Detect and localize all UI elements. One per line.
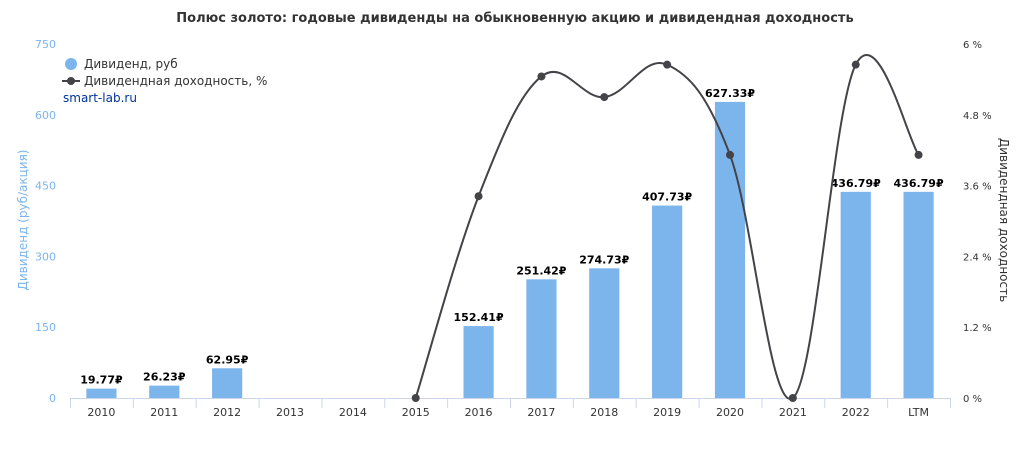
yield-point-2021[interactable] [788, 394, 797, 402]
x-tick-label: 2012 [213, 406, 241, 419]
bar-2018[interactable] [589, 268, 620, 398]
left-tick-label: 0 [49, 392, 56, 405]
bar-label-2010: 19.77₽ [80, 374, 123, 387]
yield-point-2015[interactable] [411, 394, 420, 402]
x-tick-label: 2019 [653, 406, 681, 419]
bar-label-2011: 26.23₽ [143, 371, 186, 384]
legend-label-yield: Дивидендная доходность, % [84, 74, 267, 88]
bar-2011[interactable] [149, 385, 180, 398]
left-axis: 0 150 300 450 600 750 [35, 38, 56, 405]
x-tick-label: 2014 [339, 406, 367, 419]
legend: Дивиденд, руб Дивидендная доходность, % [62, 57, 267, 88]
x-tick-label: 2010 [87, 406, 115, 419]
bar-2020[interactable] [714, 101, 746, 398]
x-tick-label: LTM [908, 406, 929, 419]
right-tick-label: 0 % [963, 394, 982, 405]
line-series [411, 54, 923, 402]
right-tick-label: 1.2 % [963, 323, 992, 334]
left-tick-label: 450 [35, 180, 56, 193]
legend-symbol-dividend [65, 58, 77, 70]
bar-series [86, 101, 934, 398]
legend-item-yield[interactable]: Дивидендная доходность, % [62, 74, 267, 88]
right-axis-title: Дивидендная доходность [997, 138, 1011, 302]
legend-symbol-yield [67, 77, 75, 85]
left-axis-title: Дивиденд (руб/акция) [16, 150, 30, 291]
left-tick-label: 750 [35, 38, 56, 51]
bar-2010[interactable] [86, 388, 117, 398]
right-axis: 0 % 1.2 % 2.4 % 3.6 % 4.8 % 6 % [963, 40, 992, 405]
yield-point-2016[interactable] [474, 192, 483, 201]
bar-label-2020: 627.33₽ [705, 87, 755, 100]
right-tick-label: 3.6 % [963, 182, 992, 193]
bar-LTM[interactable] [903, 191, 934, 398]
bar-label-2016: 152.41₽ [454, 311, 504, 324]
x-tick-label: 2013 [276, 406, 304, 419]
left-tick-label: 150 [35, 321, 56, 334]
bar-label-LTM: 436.79₽ [894, 177, 944, 190]
right-tick-label: 6 % [963, 40, 982, 51]
right-tick-label: 2.4 % [963, 252, 992, 263]
legend-label-dividend: Дивиденд, руб [84, 57, 178, 71]
x-axis: 2010 2011 2012 2013 2014 2015 2016 2017 2018 2019… [70, 398, 951, 419]
bar-label-2019: 407.73₽ [642, 191, 692, 204]
bar-label-2022: 436.79₽ [831, 177, 881, 190]
x-tick-label: 2022 [842, 406, 870, 419]
yield-point-2020[interactable] [726, 150, 734, 159]
bar-2019[interactable] [652, 205, 683, 398]
yield-point-2018[interactable] [600, 93, 609, 102]
bar-label-2012: 62.95₽ [206, 353, 249, 366]
x-tick-label: 2011 [150, 406, 178, 419]
right-tick-label: 4.8 % [963, 111, 992, 122]
bar-2016[interactable] [463, 326, 494, 398]
x-tick-label: 2020 [716, 406, 744, 419]
x-tick-label: 2017 [527, 406, 555, 419]
yield-point-2022[interactable] [851, 60, 860, 69]
yield-line-path [414, 54, 920, 400]
bar-label-2018: 274.73₽ [579, 253, 629, 266]
chart-title: Полюс золото: годовые дивиденды на обыкн… [176, 11, 853, 26]
yield-point-LTM[interactable] [914, 150, 923, 159]
yield-point-2019[interactable] [663, 60, 672, 69]
bar-label-2017: 251.42₽ [516, 264, 566, 277]
yield-point-2017[interactable] [537, 72, 546, 81]
bar-data-labels: 19.77₽ 26.23₽ 62.95₽ 152.41₽ 251.42₽ 274.73₽ 4… [80, 87, 944, 387]
x-tick-label: 2016 [465, 406, 493, 419]
bar-2022[interactable] [840, 191, 871, 398]
bar-2017[interactable] [526, 279, 557, 398]
bar-2012[interactable] [212, 368, 243, 398]
x-tick-label: 2015 [402, 406, 430, 419]
x-tick-label: 2018 [590, 406, 618, 419]
x-tick-label: 2021 [779, 406, 807, 419]
left-tick-label: 600 [35, 109, 56, 122]
credit-link[interactable]: smart-lab.ru [63, 91, 137, 105]
left-tick-label: 300 [35, 250, 56, 263]
legend-item-dividend[interactable]: Дивиденд, руб [65, 57, 178, 71]
